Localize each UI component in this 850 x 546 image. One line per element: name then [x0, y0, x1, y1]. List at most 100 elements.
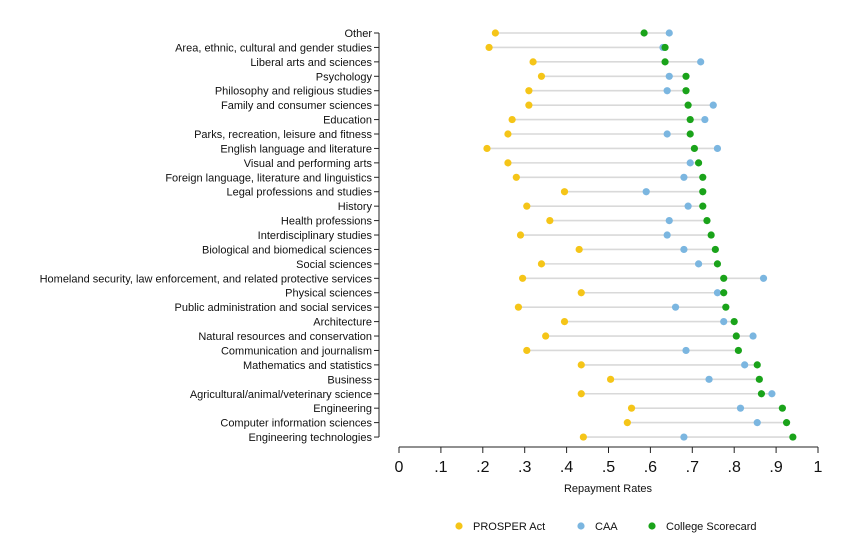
data-point [789, 433, 797, 441]
data-point [661, 58, 669, 66]
data-point [749, 332, 757, 340]
data-point [705, 375, 713, 383]
data-point [491, 29, 499, 37]
data-point [713, 289, 722, 297]
category-labels: Other Area, ethnic, cultural and gender s… [40, 28, 373, 444]
data-point [722, 303, 730, 311]
data-point [577, 289, 585, 297]
category-label: Health professions [281, 216, 373, 228]
data-point [579, 433, 587, 441]
category-label: Psychology [316, 71, 373, 83]
data-point [514, 303, 523, 311]
data-point [525, 101, 533, 109]
category-label: Biological and biomedical sciences [202, 244, 372, 256]
data-point [699, 202, 707, 210]
x-tick-label: .1 [434, 459, 447, 476]
data-point [640, 29, 648, 37]
category-label: Family and consumer sciences [221, 100, 373, 112]
data-point [711, 245, 719, 254]
legend-marker [455, 522, 463, 530]
data-point [485, 43, 493, 52]
data-point [642, 188, 650, 196]
data-point [720, 274, 728, 282]
data-point [686, 130, 694, 138]
data-point [709, 101, 717, 109]
data-point [542, 332, 550, 340]
data-point [713, 144, 722, 153]
data-point [665, 72, 673, 80]
data-point [537, 260, 546, 268]
category-label: Computer information sciences [220, 418, 372, 430]
category-label: Visual and performing arts [244, 158, 373, 170]
data-point [623, 419, 631, 427]
data-point [755, 375, 763, 383]
category-label: Liberal arts and sciences [250, 57, 372, 69]
legend-marker [648, 522, 656, 530]
data-point [690, 144, 698, 153]
category-label: Engineering technologies [248, 432, 372, 444]
data-point [778, 404, 786, 412]
x-tick-label: .7 [686, 459, 699, 476]
legend-label: PROSPER Act [473, 521, 545, 533]
category-label: History [338, 201, 373, 213]
category-label: Physical sciences [285, 288, 372, 300]
data-point [701, 115, 709, 124]
legend: PROSPER Act CAA College Scorecard [455, 521, 757, 533]
data-point [606, 375, 615, 383]
category-label: English language and literature [220, 143, 372, 155]
x-tick-label: 0 [395, 459, 404, 476]
data-point [768, 390, 776, 398]
data-point [682, 346, 690, 355]
category-label: Architecture [313, 317, 372, 329]
y-axis [374, 32, 380, 438]
data-point [694, 260, 703, 268]
data-point [661, 43, 669, 52]
data-point [720, 318, 728, 326]
data-point [694, 159, 703, 167]
data-point [529, 58, 537, 66]
data-point [577, 390, 585, 398]
data-point [523, 346, 531, 355]
data-points [483, 29, 797, 441]
data-point [680, 245, 688, 254]
category-label: Mathematics and statistics [243, 360, 372, 372]
data-point [684, 101, 692, 109]
data-point [671, 303, 680, 311]
data-point [680, 433, 688, 441]
x-tick-label: .6 [644, 459, 657, 476]
data-point [741, 361, 749, 369]
category-label: Foreign language, literature and linguis… [165, 172, 372, 184]
data-point [699, 188, 707, 196]
data-point [753, 419, 761, 427]
data-point [713, 260, 722, 268]
data-point [757, 390, 766, 398]
data-point [546, 216, 554, 225]
data-point [734, 346, 742, 355]
category-label: Area, ethnic, cultural and gender studie… [175, 42, 372, 54]
data-point [703, 216, 711, 225]
data-point [560, 318, 569, 326]
data-point [707, 231, 715, 239]
data-point [736, 404, 745, 412]
data-point [782, 419, 791, 427]
category-label: Other [344, 28, 372, 40]
legend-marker [577, 522, 585, 530]
data-point [730, 318, 738, 326]
data-point [577, 361, 585, 369]
category-label: Interdisciplinary studies [258, 230, 373, 242]
data-point [508, 115, 516, 124]
data-point [537, 72, 546, 80]
data-point [680, 173, 688, 181]
data-point [519, 274, 527, 282]
data-point [575, 245, 583, 254]
data-point [684, 202, 692, 210]
data-point [759, 274, 768, 282]
data-point [523, 202, 531, 210]
data-point [732, 332, 740, 340]
data-point [560, 188, 569, 196]
data-point [665, 29, 673, 37]
category-label: Legal professions and studies [226, 187, 372, 199]
data-point [483, 144, 491, 153]
